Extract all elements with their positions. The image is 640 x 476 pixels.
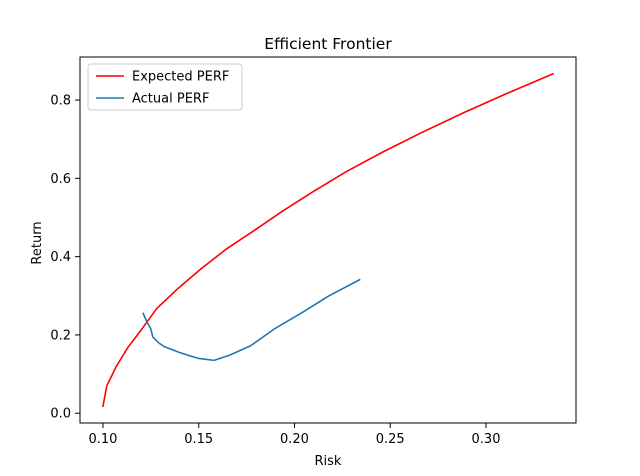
y-tick-label: 0.6 xyxy=(50,172,71,187)
y-tick-label: 0.0 xyxy=(50,407,71,422)
legend-label-actual-perf: Actual PERF xyxy=(132,92,209,107)
y-tick-label: 0.4 xyxy=(50,250,71,265)
chart-title: Efficient Frontier xyxy=(264,35,392,53)
series-line-actual-perf xyxy=(142,278,361,362)
series-line-expected-perf xyxy=(102,72,555,408)
plot-frame xyxy=(79,56,577,424)
legend: Expected PERF Actual PERF xyxy=(87,63,243,111)
x-tick-label: 0.15 xyxy=(184,432,213,447)
legend-box xyxy=(87,63,243,111)
y-tick-label: 0.2 xyxy=(50,328,71,343)
y-axis-title: Return xyxy=(30,221,45,264)
y-axis: 0.0 0.2 0.4 0.6 0.8 xyxy=(50,94,80,422)
x-axis: 0.10 0.15 0.20 0.25 0.30 xyxy=(89,423,501,447)
plot-background xyxy=(80,57,576,423)
y-tick-label: 0.8 xyxy=(50,94,71,109)
x-axis-title: Risk xyxy=(315,454,342,469)
legend-label-expected-perf: Expected PERF xyxy=(132,70,229,85)
x-tick-label: 0.10 xyxy=(89,432,118,447)
x-tick-label: 0.30 xyxy=(472,432,501,447)
plot-area xyxy=(79,56,577,424)
x-tick-label: 0.25 xyxy=(376,432,405,447)
x-tick-label: 0.20 xyxy=(280,432,309,447)
